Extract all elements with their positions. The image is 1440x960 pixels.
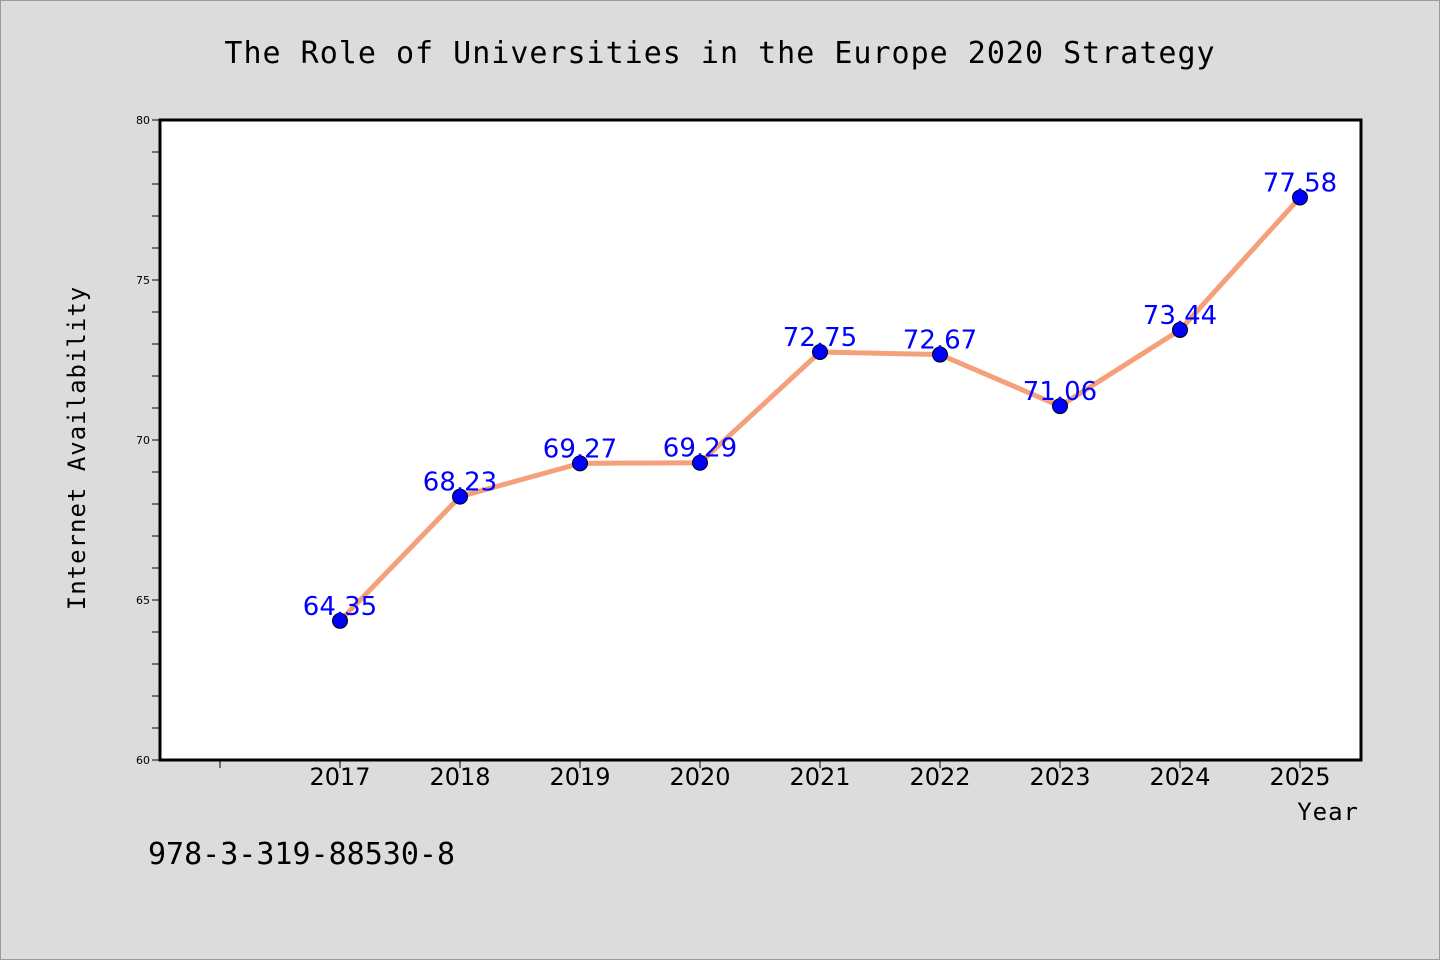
x-tick-label: 2020 [669, 763, 730, 791]
chart-title: The Role of Universities in the Europe 2… [224, 36, 1215, 71]
data-point [572, 455, 588, 472]
data-label: 69.29 [663, 434, 737, 464]
data-label: 69.27 [543, 434, 617, 464]
x-tick-label: 2024 [1149, 763, 1210, 791]
x-tick-label: 2025 [1269, 763, 1330, 791]
data-point [1052, 398, 1068, 415]
x-tick-label: 2022 [909, 763, 970, 791]
data-label: 72.75 [783, 323, 857, 353]
y-axis-label: Internet Availability [63, 286, 91, 610]
data-point [452, 488, 468, 505]
x-axis-label: Year [1297, 798, 1359, 826]
y-tick-label: 60 [136, 754, 150, 767]
isbn-footnote: 978-3-319-88530-8 [148, 837, 455, 872]
data-point [332, 612, 348, 629]
data-point [1172, 321, 1188, 338]
y-tick-label: 65 [136, 594, 150, 607]
data-point [932, 346, 948, 363]
x-tick-label: 2018 [429, 763, 490, 791]
y-tick-label: 75 [136, 274, 150, 287]
data-point [692, 454, 708, 471]
data-point [812, 344, 828, 360]
data-label: 71.06 [1023, 377, 1097, 407]
plot-area [158, 118, 1363, 762]
x-tick-label: 2023 [1029, 763, 1090, 791]
data-label-layer: 64.35 68.23 69.27 69.29 72.75 72.67 71.06 73.44… [303, 168, 1337, 621]
y-tick-label: 70 [136, 434, 150, 447]
x-tick-label: 2017 [309, 763, 370, 791]
data-label: 72.67 [903, 326, 977, 356]
data-label: 77.58 [1263, 168, 1337, 198]
series-layer [332, 189, 1308, 629]
data-label: 68.23 [423, 468, 497, 498]
y-tick-label: 80 [136, 114, 150, 127]
data-point [1292, 189, 1308, 206]
x-tick-label: 2021 [789, 763, 850, 791]
x-tick-label: 2019 [549, 763, 610, 791]
y-axis-ticks: 60 65 70 75 80 [136, 114, 160, 767]
data-label: 64.35 [303, 592, 377, 622]
data-label: 73.44 [1143, 301, 1217, 331]
x-axis-ticks: 2017 2018 2019 2020 2021 2022 2023 2024 2025 [219, 760, 1331, 791]
